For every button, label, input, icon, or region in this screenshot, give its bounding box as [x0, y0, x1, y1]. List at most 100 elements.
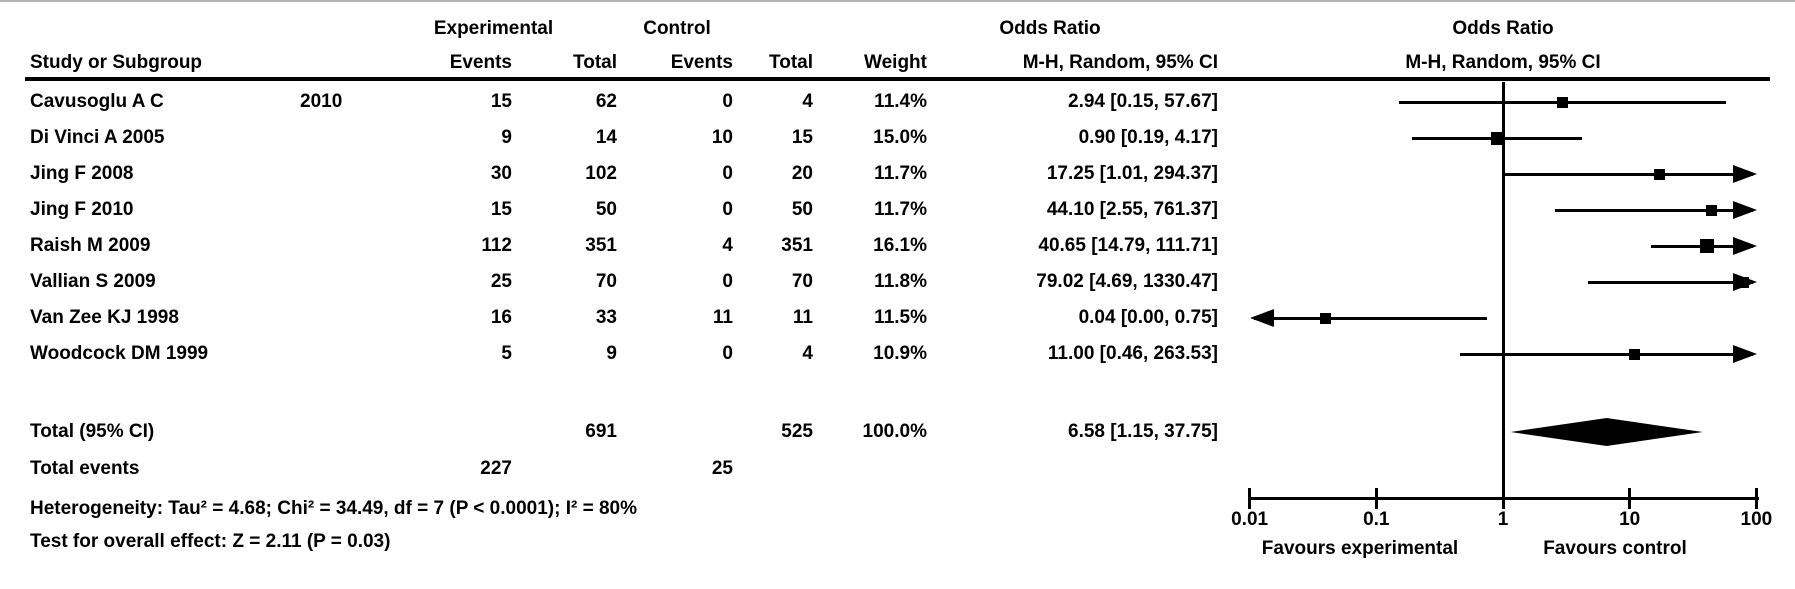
or-ci: 79.02 [4.69, 1330.47] [1036, 271, 1218, 292]
column-header-exp-total: Total [573, 52, 617, 73]
ctrl-total: 20 [791, 163, 813, 184]
study-name: Di Vinci A 2005 [30, 127, 165, 148]
point-estimate-marker [1654, 168, 1666, 180]
axis-tick [1501, 488, 1505, 509]
header-divider-line [25, 77, 1770, 81]
exp-events: 15 [490, 91, 512, 112]
study-name: Van Zee KJ 1998 [30, 307, 179, 328]
ci-line [1554, 208, 1753, 212]
study-name: Raish M 2009 [30, 235, 151, 256]
ctrl-total: 11 [792, 307, 813, 328]
weight: 15.0% [873, 127, 927, 148]
table-row: Di Vinci A 2005 9 14 10 15 15.0% 0.90 [0.19, 4… [0, 120, 1230, 156]
ci-arrow-right [1733, 165, 1757, 183]
column-header-study: Study or Subgroup [30, 52, 203, 73]
exp-total: 33 [595, 307, 617, 328]
exp-total: 102 [585, 163, 617, 184]
study-name: Vallian S 2009 [30, 271, 156, 292]
column-header-ctrl-events: Events [670, 52, 733, 73]
exp-events: 15 [490, 199, 512, 220]
point-estimate-marker [1490, 131, 1504, 145]
point-estimate-marker [1699, 239, 1714, 253]
ci-line [1254, 316, 1488, 320]
ctrl-events: 0 [722, 163, 733, 184]
point-estimate-marker [1320, 312, 1332, 324]
or-ci: 2.94 [0.15, 57.67] [1068, 91, 1218, 112]
axis-tick-label: 10 [1619, 509, 1641, 530]
column-group-control: Control [643, 18, 711, 39]
axis-tick-label: 100 [1740, 509, 1773, 530]
table-row: Woodcock DM 1999 5 9 0 4 10.9% 11.00 [0.46, 26… [0, 336, 1230, 372]
total-ctrl-total: 525 [781, 421, 813, 442]
table-row: Vallian S 2009 25 70 0 70 11.8% 79.02 [4.69, 1… [0, 264, 1230, 300]
ctrl-total: 4 [802, 91, 813, 112]
study-year: 2010 [300, 91, 343, 112]
weight: 11.7% [874, 163, 927, 184]
exp-events: 112 [481, 235, 512, 256]
column-header-weight: Weight [864, 52, 927, 73]
ci-line [1503, 172, 1753, 176]
axis-tick [1248, 488, 1252, 509]
point-estimate-marker [1629, 348, 1641, 360]
axis-tick [1628, 488, 1632, 509]
axis-tick-label: 1 [1497, 509, 1509, 530]
overall-effect-text: Test for overall effect: Z = 2.11 (P = 0… [30, 531, 391, 552]
exp-total: 351 [585, 235, 617, 256]
weight: 11.5% [874, 307, 927, 328]
ctrl-total: 351 [781, 235, 813, 256]
weight: 10.9% [873, 343, 927, 364]
total-events-exp: 227 [480, 458, 512, 479]
weight: 11.4% [874, 91, 927, 112]
exp-total: 9 [606, 343, 617, 364]
study-name: Woodcock DM 1999 [30, 343, 209, 364]
total-events-label: Total events [30, 458, 140, 479]
study-name: Jing F 2008 [30, 163, 134, 184]
table-row: Van Zee KJ 1998 16 33 11 11 11.5% 0.04 [0.00, … [0, 300, 1230, 336]
weight: 11.7% [874, 199, 927, 220]
axis-tick-label: 0.1 [1363, 509, 1390, 530]
ci-line [1588, 280, 1753, 284]
axis-tick-label: 0.01 [1231, 509, 1269, 530]
exp-total: 62 [595, 91, 617, 112]
table-row: Jing F 2010 15 50 0 50 11.7% 44.10 [2.55, 761.… [0, 192, 1230, 228]
column-header-ctrl-total: Total [769, 52, 813, 73]
exp-events: 30 [490, 163, 512, 184]
ctrl-events: 0 [722, 199, 733, 220]
favours-right-label: Favours control [1543, 538, 1687, 559]
or-ci: 40.65 [14.79, 111.71] [1038, 235, 1218, 256]
ctrl-events: 0 [722, 271, 733, 292]
ctrl-total: 50 [791, 199, 813, 220]
plot-header-or-ci: M-H, Random, 95% CI [1405, 52, 1601, 73]
total-row: Total (95% CI) 691 525 100.0% 6.58 [1.15… [0, 414, 1230, 450]
favours-left-label: Favours experimental [1261, 538, 1459, 559]
total-weight: 100.0% [862, 421, 927, 442]
exp-events: 25 [490, 271, 512, 292]
or-ci: 0.90 [0.19, 4.17] [1078, 127, 1218, 148]
odds-ratio-plot-title: Odds Ratio [1452, 18, 1554, 39]
exp-events: 16 [490, 307, 512, 328]
total-label: Total (95% CI) [30, 421, 155, 442]
ci-arrow-left [1250, 309, 1274, 327]
ci-arrow-right [1733, 345, 1757, 363]
study-name: Jing F 2010 [30, 199, 134, 220]
table-row: Cavusoglu A C 2010 15 62 0 4 11.4% 2.94 [0.15, … [0, 84, 1230, 120]
point-estimate-marker [1737, 276, 1749, 288]
or-ci: 17.25 [1.01, 294.37] [1046, 163, 1218, 184]
axis-tick [1374, 488, 1378, 509]
total-or-ci: 6.58 [1.15, 37.75] [1068, 421, 1218, 442]
table-row: Jing F 2008 30 102 0 20 11.7% 17.25 [1.01, 294… [0, 156, 1230, 192]
weight: 11.8% [874, 271, 927, 292]
pooled-diamond [1510, 418, 1703, 446]
exp-events: 5 [501, 343, 512, 364]
ctrl-events: 0 [722, 343, 733, 364]
exp-total: 50 [595, 199, 617, 220]
null-effect-line [1502, 82, 1505, 500]
ci-arrow-right [1733, 237, 1757, 255]
odds-ratio-stat-title: Odds Ratio [999, 18, 1101, 39]
ctrl-total: 70 [791, 271, 813, 292]
exp-total: 70 [595, 271, 617, 292]
exp-total: 14 [595, 127, 617, 148]
exp-events: 9 [501, 127, 512, 148]
total-events-row: Total events 227 25 [0, 451, 1230, 487]
